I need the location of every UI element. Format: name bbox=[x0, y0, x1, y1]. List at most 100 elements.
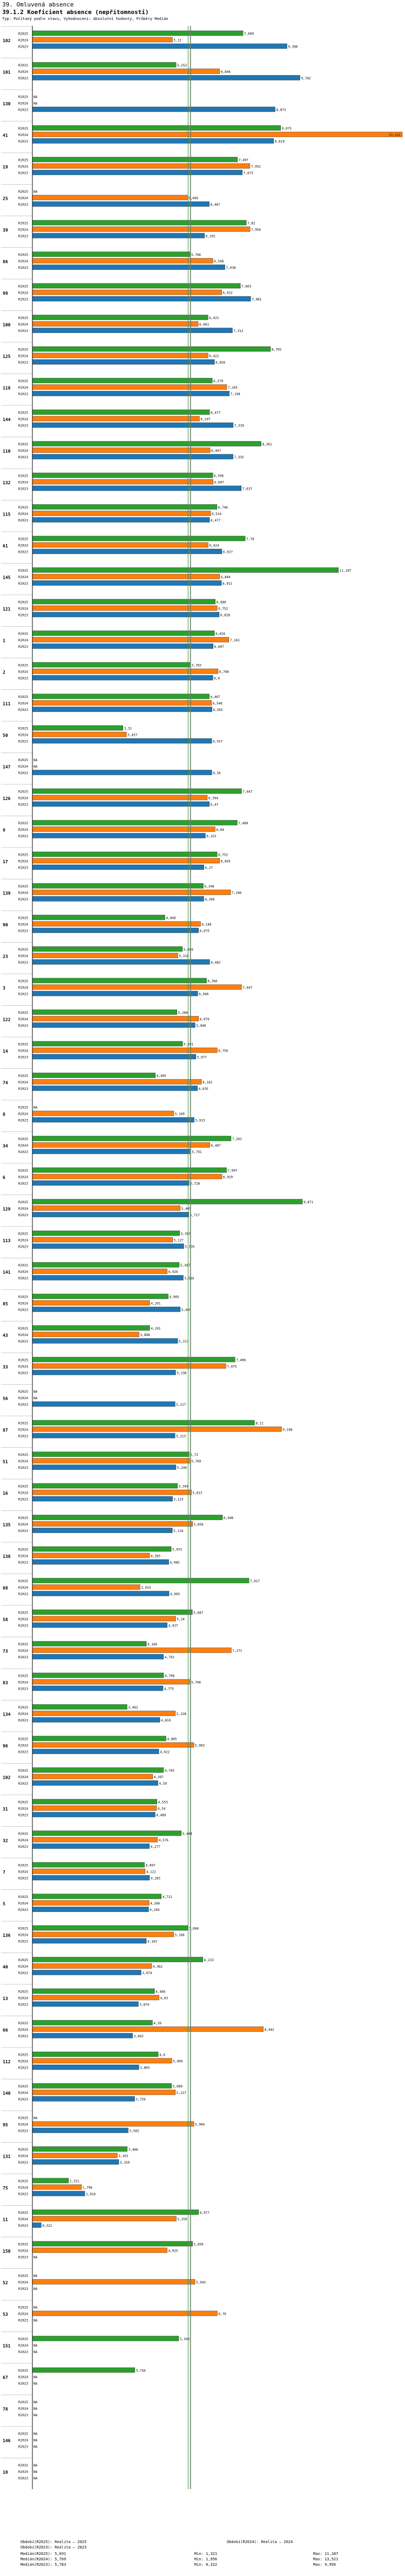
series-label: R2024 bbox=[18, 196, 28, 200]
series-label: R2025 bbox=[18, 727, 28, 731]
series-label: R2024 bbox=[18, 1807, 28, 1811]
bar-value-label: 7,038 bbox=[226, 266, 236, 270]
na-label: NA bbox=[33, 96, 38, 99]
bar-value-label: 8,12 bbox=[255, 1422, 264, 1426]
bar bbox=[32, 542, 208, 548]
series-label: R2023 bbox=[18, 1845, 28, 1849]
bar-value-label: 4,495 bbox=[157, 1074, 166, 1078]
series-label: R2024 bbox=[18, 575, 28, 579]
series-label: R2024 bbox=[18, 797, 28, 801]
series-label: R2023 bbox=[18, 329, 28, 333]
series-label: R2025 bbox=[18, 474, 28, 478]
series-label: R2023 bbox=[18, 2193, 28, 2197]
bar-value-label: 4,885 bbox=[167, 1738, 177, 1741]
series-label: R2024 bbox=[18, 292, 28, 295]
series-label: R2023 bbox=[18, 1340, 28, 1344]
series-label: R2024 bbox=[18, 165, 28, 169]
bar bbox=[32, 472, 213, 478]
bar bbox=[32, 265, 225, 270]
bar-value-label: 0,322 bbox=[42, 2224, 52, 2228]
series-label: R2024 bbox=[18, 986, 28, 990]
series-label: R2023 bbox=[18, 424, 28, 428]
bar bbox=[32, 801, 210, 807]
series-label: R2025 bbox=[18, 1706, 28, 1710]
bar-value-label: 4,659 bbox=[161, 1719, 171, 1723]
bar bbox=[32, 1332, 139, 1337]
bar bbox=[32, 959, 210, 965]
bar-value-label: 5,791 bbox=[192, 1150, 201, 1154]
bar-value-label: 4,283 bbox=[151, 1555, 160, 1558]
series-label: R2023 bbox=[18, 203, 28, 207]
bar bbox=[32, 1022, 195, 1028]
bar-value-label: 5,766 bbox=[191, 253, 201, 257]
bar bbox=[32, 2367, 135, 2373]
bar bbox=[32, 454, 233, 459]
series-label: R2025 bbox=[18, 379, 28, 383]
series-label: R2024 bbox=[18, 2470, 28, 2474]
series-label: R2025 bbox=[18, 222, 28, 226]
bar bbox=[32, 864, 204, 870]
group-label: 53 bbox=[3, 2312, 8, 2317]
bar-value-label: 7,647 bbox=[242, 790, 252, 794]
bar bbox=[32, 448, 211, 453]
group-label: 34 bbox=[3, 1144, 8, 1149]
series-label: R2024 bbox=[18, 1712, 28, 1716]
series-label: R2025 bbox=[18, 538, 28, 541]
max-2025: Max: 11,187 bbox=[313, 2552, 339, 2556]
group-label: 75 bbox=[3, 2186, 8, 2191]
bar bbox=[32, 700, 212, 706]
series-label: R2025 bbox=[18, 2053, 28, 2057]
bar bbox=[32, 328, 233, 333]
series-label: R2024 bbox=[18, 1965, 28, 1969]
series-label: R2024 bbox=[18, 1428, 28, 1432]
bar-value-label: 5,728 bbox=[190, 1182, 200, 1186]
na-label: NA bbox=[33, 1106, 38, 1110]
bar-value-label: 5,444 bbox=[183, 1832, 192, 1836]
series-label: R2024 bbox=[18, 702, 28, 706]
series-label: R2025 bbox=[18, 1422, 28, 1426]
series-label: R2023 bbox=[18, 1751, 28, 1754]
series-label: R2023 bbox=[18, 456, 28, 459]
na-label: NA bbox=[33, 2344, 38, 2348]
series-label: R2025 bbox=[18, 695, 28, 699]
group-label: 74 bbox=[3, 1081, 8, 1086]
bar-value-label: 4,63 bbox=[160, 1997, 168, 2001]
bar-value-label: 5,252 bbox=[177, 64, 187, 67]
series-label: R2025 bbox=[18, 1011, 28, 1015]
bar bbox=[32, 725, 123, 731]
series-label: R2024 bbox=[18, 1649, 28, 1653]
series-label: R2023 bbox=[18, 1277, 28, 1280]
bar bbox=[32, 858, 220, 864]
series-label: R2024 bbox=[18, 2313, 28, 2316]
bar-value-label: 5,535 bbox=[185, 1245, 194, 1249]
series-label: R2024 bbox=[18, 923, 28, 927]
bar-value-label: 6,828 bbox=[220, 614, 230, 618]
bar bbox=[32, 574, 220, 579]
bar-value-label: 6,266 bbox=[205, 898, 214, 901]
series-label: R2023 bbox=[18, 1719, 28, 1723]
bar-value-label: 6,421 bbox=[209, 316, 219, 320]
bar bbox=[32, 788, 242, 794]
bar-value-label: 6,607 bbox=[214, 645, 224, 649]
bar bbox=[32, 1073, 156, 1078]
series-label: R2025 bbox=[18, 2085, 28, 2089]
series-label: R2025 bbox=[18, 1611, 28, 1615]
series-label: R2024 bbox=[18, 1333, 28, 1337]
bar bbox=[32, 1420, 255, 1426]
bar bbox=[32, 927, 199, 933]
series-label: R2024 bbox=[18, 2028, 28, 2032]
series-label: R2023 bbox=[18, 614, 28, 618]
na-label: NA bbox=[33, 2401, 38, 2404]
group-label: 7 bbox=[3, 1870, 5, 1875]
bar bbox=[32, 1931, 174, 1937]
series-label: R2025 bbox=[18, 1801, 28, 1805]
bar bbox=[32, 580, 222, 586]
series-label: R2025 bbox=[18, 2401, 28, 2404]
group-label: 18 bbox=[3, 2470, 8, 2475]
bar-value-label: 7,917 bbox=[250, 1580, 260, 1583]
bar-value-label: 6,27 bbox=[205, 866, 213, 870]
bar-value-label: 4,266 bbox=[150, 1902, 160, 1906]
series-label: R2023 bbox=[18, 172, 28, 175]
bar-value-label: 3,31 bbox=[124, 727, 132, 731]
